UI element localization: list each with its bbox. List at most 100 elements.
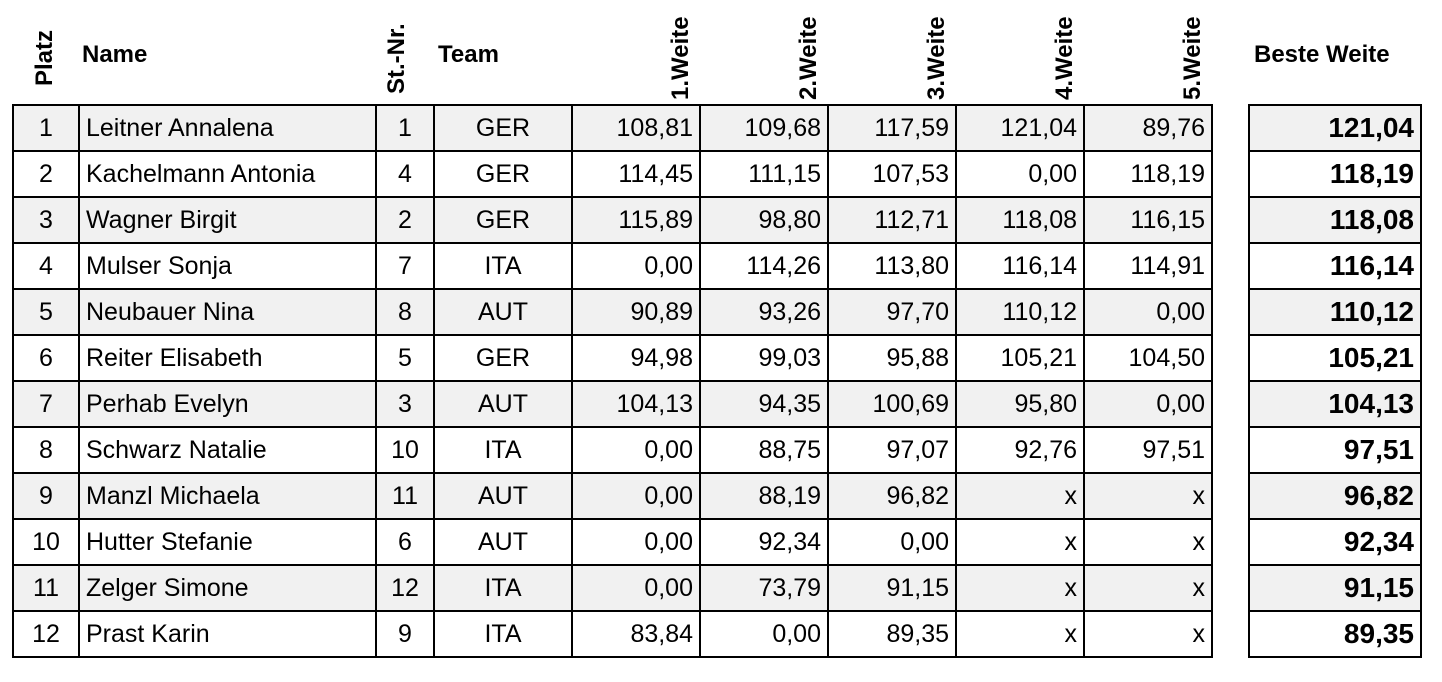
weite-3-cell: 113,80	[827, 242, 957, 290]
best-distance-cell: 121,04	[1248, 104, 1422, 152]
platz-cell: 2	[12, 150, 80, 198]
table-row: 5 Neubauer Nina 8 AUT 90,89 93,26 97,70 110,12 0…	[12, 288, 1213, 336]
start-number-cell: 1	[375, 104, 435, 152]
weite-3-cell: 89,35	[827, 610, 957, 658]
platz-cell: 9	[12, 472, 80, 520]
start-number-cell: 2	[375, 196, 435, 244]
team-cell: AUT	[433, 472, 573, 520]
header-stnr: St.-Nr.	[383, 23, 410, 94]
athlete-name-cell: Manzl Michaela	[78, 472, 377, 520]
weite-3-cell: 91,15	[827, 564, 957, 612]
best-row: 91,15	[1248, 564, 1422, 612]
best-row: 97,51	[1248, 426, 1422, 474]
weite-5-cell: 114,91	[1083, 242, 1213, 290]
best-row: 110,12	[1248, 288, 1422, 336]
platz-cell: 12	[12, 610, 80, 658]
weite-2-cell: 0,00	[699, 610, 829, 658]
weite-2-cell: 93,26	[699, 288, 829, 336]
weite-1-cell: 0,00	[571, 564, 701, 612]
weite-4-cell: 95,80	[955, 380, 1085, 428]
team-cell: GER	[433, 334, 573, 382]
athlete-name-cell: Prast Karin	[78, 610, 377, 658]
team-cell: ITA	[433, 242, 573, 290]
team-cell: GER	[433, 150, 573, 198]
weite-1-cell: 94,98	[571, 334, 701, 382]
best-row: 89,35	[1248, 610, 1422, 658]
table-row: 2 Kachelmann Antonia 4 GER 114,45 111,15 107,5…	[12, 150, 1213, 198]
best-row: 105,21	[1248, 334, 1422, 382]
weite-4-cell: 118,08	[955, 196, 1085, 244]
athlete-name-cell: Wagner Birgit	[78, 196, 377, 244]
best-row: 116,14	[1248, 242, 1422, 290]
weite-1-cell: 90,89	[571, 288, 701, 336]
weite-1-cell: 114,45	[571, 150, 701, 198]
weite-2-cell: 88,75	[699, 426, 829, 474]
weite-3-cell: 95,88	[827, 334, 957, 382]
team-cell: ITA	[433, 564, 573, 612]
start-number-cell: 8	[375, 288, 435, 336]
table-row: 4 Mulser Sonja 7 ITA 0,00 114,26 113,80 116,14 1…	[12, 242, 1213, 290]
team-cell: AUT	[433, 288, 573, 336]
start-number-cell: 11	[375, 472, 435, 520]
best-distance-cell: 91,15	[1248, 564, 1422, 612]
weite-5-cell: x	[1083, 472, 1213, 520]
weite-5-cell: 118,19	[1083, 150, 1213, 198]
weite-1-cell: 0,00	[571, 472, 701, 520]
weite-4-cell: x	[955, 472, 1085, 520]
weite-4-cell: 0,00	[955, 150, 1085, 198]
start-number-cell: 4	[375, 150, 435, 198]
team-cell: ITA	[433, 426, 573, 474]
best-row: 104,13	[1248, 380, 1422, 428]
team-cell: AUT	[433, 518, 573, 566]
header-weite-5: 5.Weite	[1179, 16, 1206, 100]
best-row: 118,19	[1248, 150, 1422, 198]
weite-1-cell: 108,81	[571, 104, 701, 152]
platz-cell: 7	[12, 380, 80, 428]
weite-3-cell: 96,82	[827, 472, 957, 520]
start-number-cell: 6	[375, 518, 435, 566]
weite-4-cell: 110,12	[955, 288, 1085, 336]
best-row: 121,04	[1248, 104, 1422, 152]
platz-cell: 8	[12, 426, 80, 474]
best-distance-cell: 110,12	[1248, 288, 1422, 336]
platz-cell: 3	[12, 196, 80, 244]
weite-1-cell: 0,00	[571, 242, 701, 290]
weite-2-cell: 73,79	[699, 564, 829, 612]
header-weite-4: 4.Weite	[1051, 16, 1078, 100]
best-row: 92,34	[1248, 518, 1422, 566]
team-cell: GER	[433, 196, 573, 244]
weite-5-cell: 89,76	[1083, 104, 1213, 152]
weite-5-cell: 97,51	[1083, 426, 1213, 474]
weite-1-cell: 0,00	[571, 518, 701, 566]
weite-5-cell: x	[1083, 518, 1213, 566]
weite-4-cell: 105,21	[955, 334, 1085, 382]
start-number-cell: 3	[375, 380, 435, 428]
platz-cell: 11	[12, 564, 80, 612]
best-distance-cell: 92,34	[1248, 518, 1422, 566]
weite-5-cell: x	[1083, 610, 1213, 658]
best-distance-cell: 97,51	[1248, 426, 1422, 474]
start-number-cell: 9	[375, 610, 435, 658]
table-row: 7 Perhab Evelyn 3 AUT 104,13 94,35 100,69 95,80…	[12, 380, 1213, 428]
weite-2-cell: 98,80	[699, 196, 829, 244]
weite-2-cell: 99,03	[699, 334, 829, 382]
weite-2-cell: 88,19	[699, 472, 829, 520]
weite-3-cell: 107,53	[827, 150, 957, 198]
weite-3-cell: 0,00	[827, 518, 957, 566]
table-row: 1 Leitner Annalena 1 GER 108,81 109,68 117,59 1…	[12, 104, 1213, 152]
weite-5-cell: 116,15	[1083, 196, 1213, 244]
best-distance-cell: 105,21	[1248, 334, 1422, 382]
table-row: 11 Zelger Simone 12 ITA 0,00 73,79 91,15 x x	[12, 564, 1213, 612]
weite-1-cell: 104,13	[571, 380, 701, 428]
weite-2-cell: 109,68	[699, 104, 829, 152]
team-cell: AUT	[433, 380, 573, 428]
weite-2-cell: 111,15	[699, 150, 829, 198]
weite-3-cell: 97,07	[827, 426, 957, 474]
table-row: 3 Wagner Birgit 2 GER 115,89 98,80 112,71 118,0…	[12, 196, 1213, 244]
athlete-name-cell: Leitner Annalena	[78, 104, 377, 152]
table-row: 12 Prast Karin 9 ITA 83,84 0,00 89,35 x x	[12, 610, 1213, 658]
weite-4-cell: 121,04	[955, 104, 1085, 152]
best-distance-table: 121,04 118,19 118,08 116,14 110,12 105,21 104,…	[1248, 104, 1422, 658]
header-weite-1: 1.Weite	[667, 16, 694, 100]
platz-cell: 5	[12, 288, 80, 336]
